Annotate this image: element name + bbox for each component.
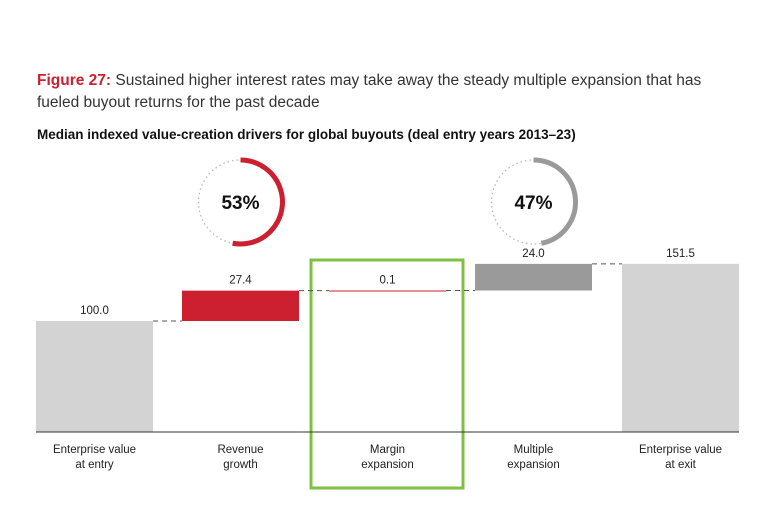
- category-label-3: Multiple expansion: [507, 444, 559, 471]
- gauge-text-1: 47%: [514, 193, 552, 214]
- bar-3: [475, 263, 592, 291]
- value-label-1: 27.4: [229, 275, 252, 287]
- figure-label: Figure 27:: [37, 72, 112, 89]
- bar-4: [622, 263, 739, 432]
- value-label-3: 24.0: [522, 248, 544, 260]
- gauge-text-0: 53%: [221, 193, 259, 214]
- gauge-arc-0: [232, 157, 285, 247]
- value-label-2: 0.1: [380, 275, 396, 287]
- category-label-0: Enterprise value at entry: [53, 444, 136, 471]
- value-label-0: 100.0: [80, 305, 109, 317]
- category-label-2: Margin expansion: [361, 444, 413, 471]
- category-label-4: Enterprise value at exit: [639, 444, 722, 471]
- bar-1: [182, 290, 299, 322]
- bar-0: [36, 321, 153, 432]
- bar-2: [329, 290, 446, 292]
- value-label-4: 151.5: [666, 248, 695, 260]
- figure-caption: Figure 27: Sustained higher interest rat…: [37, 70, 737, 114]
- category-label-1: Revenue growth: [217, 444, 263, 471]
- figure-text: Sustained higher interest rates may take…: [37, 72, 702, 111]
- chart-subtitle: Median indexed value-creation drivers fo…: [37, 127, 576, 142]
- highlight-box: [309, 258, 465, 490]
- gauge-arc-1: [533, 157, 579, 246]
